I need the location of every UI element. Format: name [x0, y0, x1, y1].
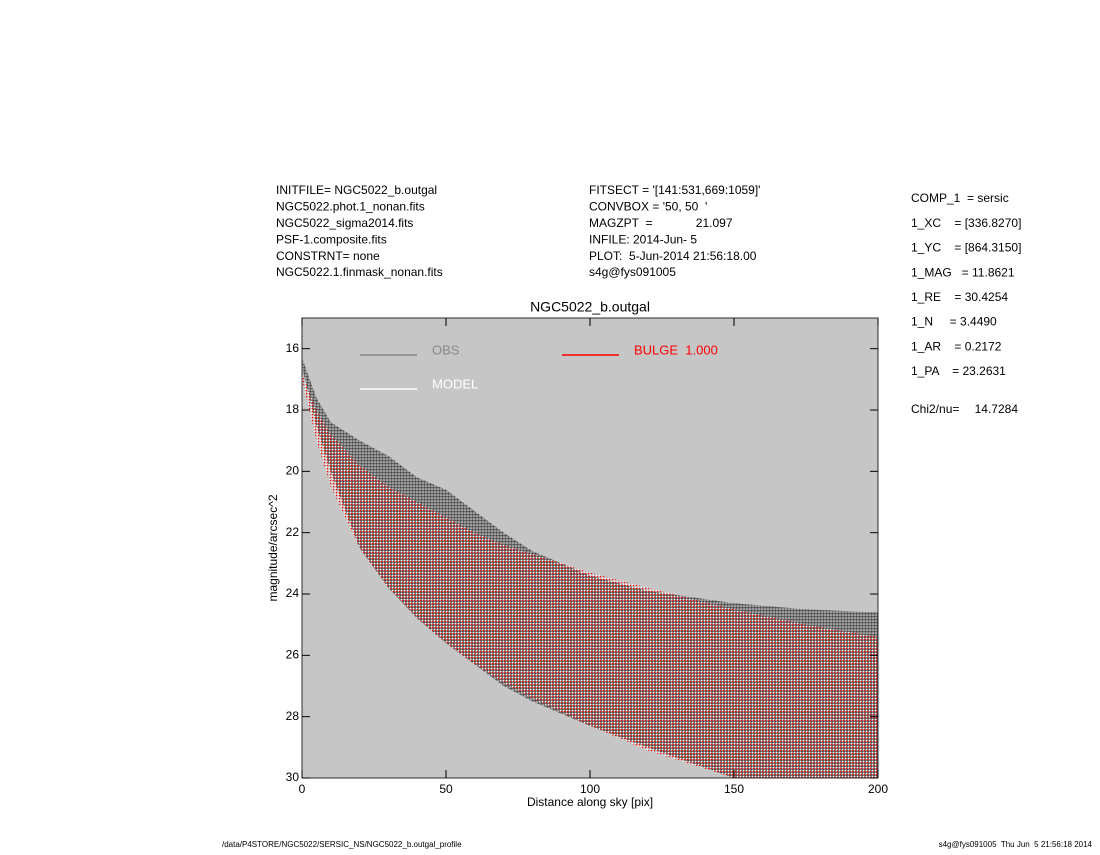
fit-parameter: 1_RE = 30.4254	[911, 290, 1008, 304]
chi2-label: Chi2/nu=	[911, 402, 959, 416]
x-tick-label: 200	[868, 782, 888, 796]
header-left-line: NGC5022.1.finmask_nonan.fits	[276, 265, 443, 279]
y-tick-label: 24	[286, 586, 300, 600]
y-tick-label: 16	[286, 341, 300, 355]
header-middle-line: s4g@fys091005	[589, 265, 676, 279]
header-left-line: NGC5022.phot.1_nonan.fits	[276, 200, 425, 214]
y-tick-label: 30	[286, 770, 300, 784]
legend-label: OBS	[432, 342, 460, 357]
header-middle-line: CONVBOX = '50, 50 '	[589, 200, 707, 214]
header-left-line: INITFILE= NGC5022_b.outgal	[276, 183, 437, 197]
fit-parameter: 1_MAG = 11.8621	[911, 265, 1015, 279]
y-tick-label: 22	[286, 525, 300, 539]
y-axis-label: magnitude/arcsec^2	[266, 494, 280, 601]
header-left-line: NGC5022_sigma2014.fits	[276, 216, 413, 230]
fit-parameter: 1_N = 3.4490	[911, 315, 997, 329]
x-tick-label: 150	[724, 782, 744, 796]
footer-left: /data/P4STORE/NGC5022/SERSIC_NS/NGC5022_…	[222, 840, 462, 849]
legend-label: MODEL	[432, 376, 478, 391]
fit-parameter: 1_XC = [336.8270]	[911, 216, 1021, 230]
chi2-value: 14.7284	[975, 402, 1019, 416]
y-tick-label: 28	[286, 709, 300, 723]
header-left-line: PSF-1.composite.fits	[276, 232, 387, 246]
y-tick-label: 20	[286, 464, 300, 478]
series-layer	[302, 357, 878, 778]
header-middle-line: INFILE: 2014-Jun- 5	[589, 232, 697, 246]
header-middle-line: FITSECT = '[141:531,669:1059]'	[589, 183, 760, 197]
header-middle-line: PLOT: 5-Jun-2014 21:56:18.00	[589, 249, 757, 263]
y-tick-label: 18	[286, 402, 300, 416]
x-tick-label: 50	[439, 782, 453, 796]
y-tick-label: 26	[286, 648, 300, 662]
header-left-line: CONSTRNT= none	[276, 249, 380, 263]
fit-parameter: 1_AR = 0.2172	[911, 339, 1002, 353]
footer-right: s4g@fys091005 Thu Jun 5 21:56:18 2014	[939, 840, 1093, 849]
chart-title: NGC5022_b.outgal	[530, 299, 650, 315]
header-middle-line: MAGZPT = 21.097	[589, 216, 733, 230]
fit-parameter: 1_PA = 23.2631	[911, 364, 1006, 378]
x-tick-label: 0	[299, 782, 306, 796]
fit-parameter: 1_YC = [864.3150]	[911, 241, 1021, 255]
x-axis-label: Distance along sky [pix]	[527, 795, 653, 809]
data-band	[302, 373, 878, 778]
legend-label: BULGE 1.000	[634, 342, 718, 357]
fit-parameter: COMP_1 = sersic	[911, 191, 1009, 205]
x-tick-label: 100	[580, 782, 600, 796]
